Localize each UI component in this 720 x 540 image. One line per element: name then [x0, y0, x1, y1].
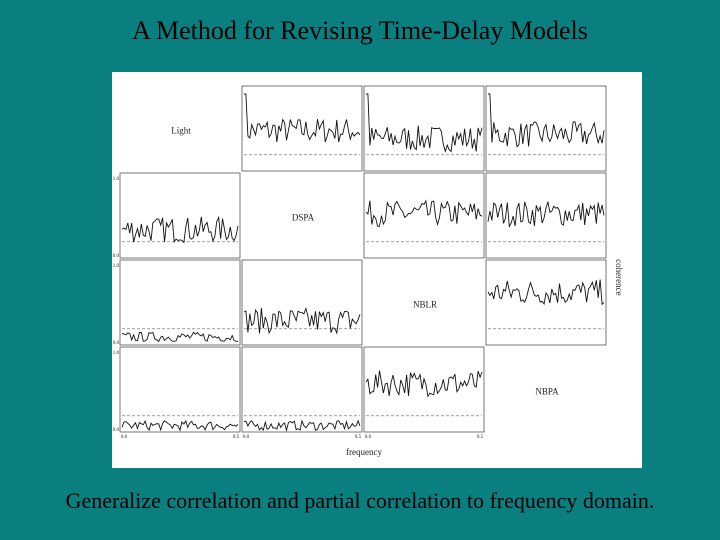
coherence-series-line	[121, 331, 239, 343]
panel-frame	[363, 172, 485, 259]
coherence-matrix-figure: Light DSPA NBLR NBPA 1.0 0.0 1.0 0.0 1.0 0.0 0.0 0.…	[112, 72, 642, 468]
coherence-series-line	[243, 419, 361, 432]
coherence-series-line	[244, 93, 361, 143]
panel-frame	[241, 259, 363, 346]
x-tick-label: 0.0	[365, 435, 372, 440]
coherence-series-line	[243, 307, 361, 335]
panel-frame	[119, 172, 241, 259]
y-tick-label: 1.0	[113, 351, 120, 356]
coherence-series-line	[365, 370, 483, 398]
x-axis-label: frequency	[346, 447, 382, 457]
variable-label-nbpa: NBPA	[535, 387, 559, 397]
x-tick-label: 0.0	[243, 435, 250, 440]
panel-frame	[241, 346, 363, 433]
coherence-series-line	[121, 215, 239, 244]
y-tick-label: 1.0	[113, 264, 120, 269]
coherence-series-line	[365, 199, 483, 227]
coherence-series-line	[487, 279, 605, 306]
y-tick-label: 0.0	[113, 341, 120, 346]
panel-frame	[363, 85, 485, 172]
x-tick-label: 0.5	[477, 435, 484, 440]
y-axis-label-right: coherence	[614, 259, 624, 295]
coherence-series-line	[487, 201, 605, 228]
y-tick-label: 0.0	[113, 428, 120, 433]
variable-label-light: Light	[171, 126, 191, 136]
panel-frame	[363, 346, 485, 433]
panel-frame	[119, 346, 241, 433]
y-tick-label: 1.0	[113, 177, 120, 182]
slide-title: A Method for Revising Time-Delay Models	[132, 16, 588, 45]
variable-label-dspa: DSPA	[292, 213, 315, 223]
panel-frame	[485, 259, 607, 346]
slide-caption: Generalize correlation and partial corre…	[65, 488, 655, 513]
x-tick-label: 0.0	[121, 435, 128, 440]
panel-frame	[485, 85, 607, 172]
coherence-series-line	[121, 419, 239, 432]
variable-label-nblr: NBLR	[413, 300, 437, 310]
coherence-series-line	[366, 93, 483, 153]
x-tick-label: 0.5	[233, 435, 240, 440]
coherence-series-line	[488, 93, 605, 148]
panel-frame	[119, 259, 241, 346]
x-tick-label: 0.5	[355, 435, 362, 440]
y-tick-label: 0.0	[113, 254, 120, 259]
